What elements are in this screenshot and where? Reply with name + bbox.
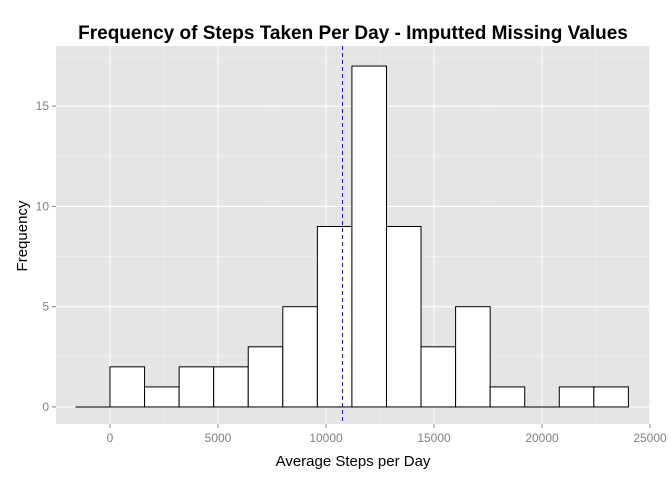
histogram-bar bbox=[593, 386, 629, 408]
histogram-bar bbox=[351, 65, 387, 408]
histogram-bars bbox=[75, 65, 629, 408]
x-tick-label: 0 bbox=[107, 431, 114, 445]
histogram-bar bbox=[455, 306, 491, 408]
histogram-bar bbox=[213, 366, 249, 408]
x-axis: 0 5000 10000 15000 20000 25000 bbox=[107, 424, 667, 445]
histogram-bar bbox=[247, 346, 284, 408]
y-axis-title: Frequency bbox=[14, 200, 31, 271]
y-tick-label: 5 bbox=[42, 300, 49, 314]
y-tick-label: 10 bbox=[36, 199, 50, 213]
x-tick-label: 5000 bbox=[205, 431, 232, 445]
x-tick-label: 15000 bbox=[417, 431, 451, 445]
histogram-bar bbox=[558, 386, 595, 408]
histogram-bar bbox=[385, 225, 422, 408]
y-tick-label: 15 bbox=[36, 99, 50, 113]
x-axis-title: Average Steps per Day bbox=[276, 453, 431, 470]
histogram-bar bbox=[178, 366, 215, 408]
y-tick-label: 0 bbox=[42, 400, 49, 414]
x-tick-label: 20000 bbox=[525, 431, 559, 445]
histogram-bar bbox=[144, 386, 180, 408]
histogram-bar bbox=[420, 346, 457, 408]
histogram-bar bbox=[282, 306, 318, 408]
x-tick-label: 10000 bbox=[309, 431, 343, 445]
histogram-bar bbox=[109, 366, 146, 408]
chart-title: Frequency of Steps Taken Per Day - Imput… bbox=[78, 23, 628, 44]
histogram-bar bbox=[489, 386, 526, 408]
x-tick-label: 25000 bbox=[633, 431, 667, 445]
histogram-bar bbox=[316, 225, 353, 408]
y-axis: 0 5 10 15 bbox=[36, 99, 56, 414]
